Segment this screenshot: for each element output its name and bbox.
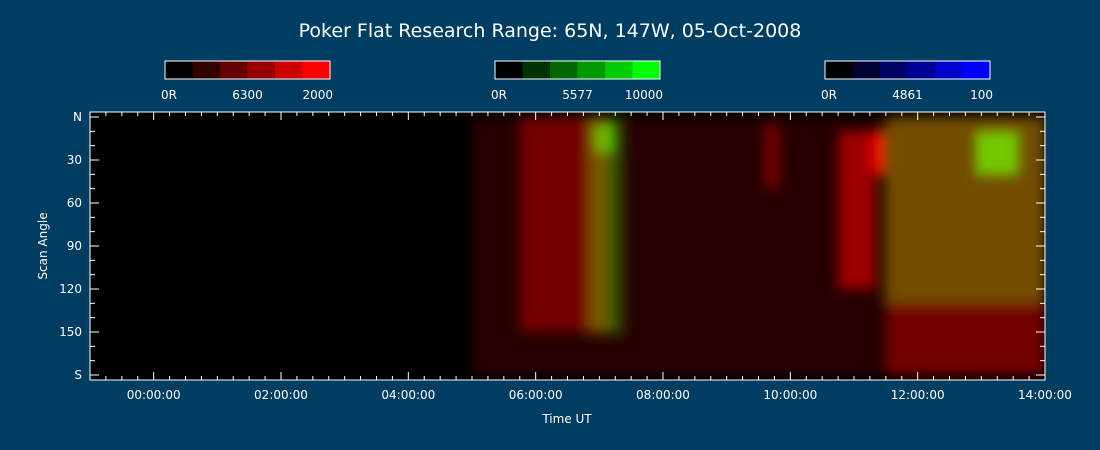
colorbar-4861-channel-label: 4861 (892, 88, 923, 102)
y-axis-label: Scan Angle (36, 212, 50, 279)
colorbar-6300-step (165, 61, 193, 79)
x-tick-label: 04:00:00 (381, 388, 435, 402)
emission-6300-feature (885, 117, 1045, 375)
x-tick-label: 02:00:00 (254, 388, 308, 402)
colorbar-4861-step (880, 61, 908, 79)
aurora-emissions (472, 117, 1045, 375)
colorbar-6300-min-label: 0R (161, 88, 177, 102)
colorbar-5577-min-label: 0R (491, 88, 507, 102)
x-tick-label: 06:00:00 (509, 388, 563, 402)
colorbar-4861-step (962, 61, 991, 79)
colorbar-4861-step (825, 61, 853, 79)
colorbar-5577-step (522, 61, 551, 79)
chart-title: Poker Flat Research Range: 65N, 147W, 05… (299, 20, 802, 42)
x-tick-label: 14:00:00 (1018, 388, 1072, 402)
emission-5577-feature (594, 124, 616, 153)
emission-6300-feature (763, 124, 780, 189)
y-tick-label: 60 (67, 196, 82, 210)
colorbar-4861-step (935, 61, 963, 79)
colorbar-4861-min-label: 0R (821, 88, 837, 102)
colorbar-5577-step (550, 61, 578, 79)
colorbar-4861-frame (824, 60, 991, 80)
x-tick-label: 00:00:00 (127, 388, 181, 402)
emission-6300-feature (869, 131, 886, 175)
x-axis-label: Time UT (541, 412, 592, 426)
colorbar-6300-max-label: 2000 (302, 88, 333, 102)
emission-6300-feature (838, 131, 876, 289)
x-tick-label: 10:00:00 (763, 388, 817, 402)
colorbar-6300-step (220, 61, 248, 79)
colorbar-4861-step (852, 61, 881, 79)
colorbar-6300-step (275, 61, 303, 79)
colorbar-4861-max-label: 100 (970, 88, 993, 102)
colorbar-4861-step (907, 61, 936, 79)
y-tick-label: 150 (59, 325, 82, 339)
colorbar-6300-step (247, 61, 276, 79)
colorbar-5577-step (605, 61, 633, 79)
colorbar-6300-frame (164, 60, 331, 80)
colorbar-5577-step (577, 61, 606, 79)
colorbar-5577-channel-label: 5577 (562, 88, 593, 102)
y-tick-label: 120 (59, 282, 82, 296)
emission-5577-feature (976, 131, 1019, 175)
x-tick-label: 08:00:00 (636, 388, 690, 402)
colorbar-6300-step (192, 61, 221, 79)
y-tick-label: S (74, 368, 82, 382)
colorbar-6300-channel-label: 6300 (232, 88, 263, 102)
y-tick-label: N (73, 110, 82, 124)
colorbar-5577-step (632, 61, 661, 79)
y-tick-label: 30 (67, 153, 82, 167)
y-tick-label: 90 (67, 239, 82, 253)
colorbar-5577-frame (494, 60, 661, 80)
x-axis: 00:00:00 02:00:00 04:00:00 06:00:00 08:00:00… (89, 112, 1072, 402)
colorbar-5577-max-label: 10000 (625, 88, 663, 102)
colorbar-group: 0R 6300 2000 0R 5577 10000 0R 4861 100 (161, 60, 993, 102)
y-axis: N 30 60 90 120 150 S (59, 110, 1045, 382)
colorbar-6300-step (302, 61, 331, 79)
colorbar-5577-step (495, 61, 523, 79)
x-tick-label: 12:00:00 (891, 388, 945, 402)
